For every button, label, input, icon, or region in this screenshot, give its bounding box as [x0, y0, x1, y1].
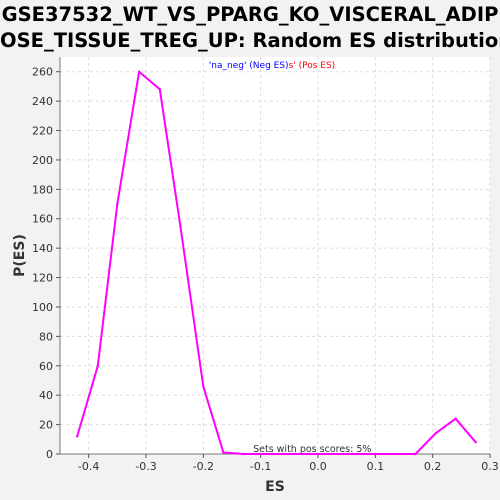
data-point: [222, 451, 225, 454]
legend-neg-es: 'na_neg' (Neg ES): [209, 61, 289, 71]
data-point: [96, 364, 100, 367]
chart-title-line-2: OSE_TISSUE_TREG_UP: Random ES distributi…: [0, 29, 500, 52]
data-point: [259, 452, 262, 456]
series-group: [76, 70, 477, 456]
plot-area: [60, 57, 490, 454]
y-tick-label: 80: [39, 330, 53, 343]
data-point: [374, 452, 377, 456]
x-tick-label: 0.2: [424, 460, 442, 473]
data-point: [351, 452, 354, 456]
x-axis-ticks: -0.4 -0.3 -0.2 -0.1 0.0 0.1 0.2 0.3: [78, 454, 499, 473]
y-axis-label: P(ES): [12, 234, 28, 277]
y-tick-label: 240: [32, 95, 53, 108]
y-tick-label: 160: [32, 213, 53, 226]
x-tick-label: 0.3: [481, 460, 499, 473]
y-tick-label: 60: [39, 360, 53, 373]
x-tick-label: -0.1: [250, 460, 271, 473]
data-point: [454, 417, 457, 420]
y-tick-label: 40: [39, 389, 53, 402]
pos-scores-annotation: Sets with pos scores: 5%: [253, 444, 371, 455]
y-tick-label: 220: [32, 125, 53, 138]
x-tick-label: -0.4: [78, 460, 99, 473]
x-tick-label: 0.0: [309, 460, 327, 473]
data-point: [179, 224, 182, 228]
y-axis-ticks: 0 20 40 60 80 100 120 140 160 180 200 220 240 260: [32, 66, 60, 461]
y-tick-label: 180: [32, 183, 53, 196]
data-point: [414, 452, 417, 456]
x-tick-label: 0.1: [367, 460, 385, 473]
es-distribution-line: [76, 70, 477, 455]
data-point: [316, 452, 320, 456]
data-point: [158, 88, 161, 91]
y-tick-label: 20: [39, 419, 53, 432]
y-tick-label: 0: [46, 448, 53, 461]
x-tick-label: -0.3: [135, 460, 156, 473]
y-tick-label: 140: [32, 242, 53, 255]
x-tick-label: -0.2: [193, 460, 214, 473]
data-point: [116, 202, 119, 206]
data-point: [202, 385, 205, 388]
data-point: [434, 432, 437, 435]
y-tick-label: 120: [32, 272, 53, 285]
data-point: [282, 452, 285, 456]
y-tick-label: 100: [32, 301, 53, 314]
data-point: [242, 452, 245, 456]
y-tick-label: 260: [32, 66, 53, 79]
data-point: [76, 435, 79, 438]
legend: 'na_neg' (Neg ES)s' (Pos ES): [209, 61, 335, 71]
chart-title-line-1: GSE37532_WT_VS_PPARG_KO_VISCERAL_ADIP: [1, 3, 499, 26]
y-tick-label: 200: [32, 154, 53, 167]
data-point: [474, 441, 477, 444]
data-point: [137, 70, 141, 73]
legend-pos-es: s' (Pos ES): [289, 61, 336, 71]
x-axis-label: ES: [265, 479, 285, 495]
chart-title: GSE37532_WT_VS_PPARG_KO_VISCERAL_ADIP OS…: [0, 2, 500, 54]
